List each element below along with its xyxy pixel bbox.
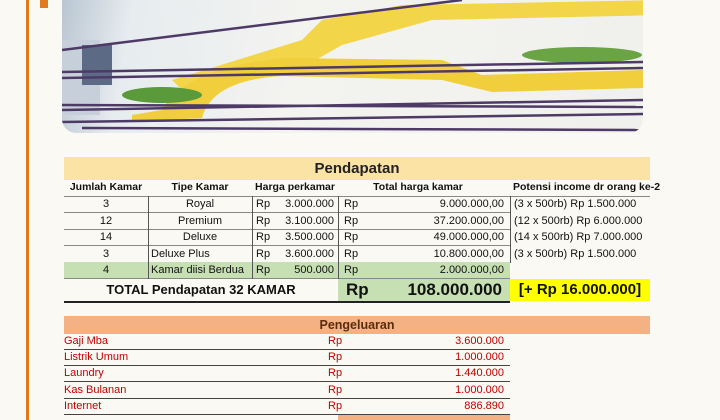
expense-value: 1.000.000 [455,351,504,364]
currency: Rp [328,351,343,364]
currency: Rp [256,231,271,243]
qty: 3 [102,198,110,210]
currency: Rp [328,383,343,396]
divider [510,196,511,263]
expense-row: Kas Bulanan Rp 1.000.000 [64,383,510,399]
accent-line [26,0,29,420]
currency: Rp [344,198,359,210]
qty: 12 [99,214,113,227]
room-type: Premium [177,214,222,227]
expense-label: Listrik Umum [64,351,129,364]
col-potensi: Potensi income dr orang ke-2 [513,181,661,193]
total: 10.800.000,00 [433,247,504,260]
total: 49.000.000,00 [433,231,504,243]
expense-label: Internet [64,399,102,412]
potensi-income: (12 x 500rb) Rp 6.000.000 [514,214,643,227]
total-value-box: Rp 108.000.000 [338,279,510,301]
pendapatan-title: Pendapatan [64,157,650,180]
currency: Rp [344,264,359,276]
potensi-income: (3 x 500rb) Rp 1.500.000 [514,198,637,210]
expense-row: Listrik Umum Rp 1.000.000 [64,350,510,367]
col-total-harga: Total harga kamar [373,181,463,193]
price: 3.600.000 [285,247,334,260]
expense-value: 1.000.000 [455,383,504,396]
divider [148,196,149,279]
currency: Rp [328,335,343,347]
divider [64,196,650,197]
room-type: Deluxe [182,231,218,243]
qty: 3 [102,247,110,260]
table-row: 14 Deluxe Rp 3.500.000 Rp 49.000.000,00 [64,229,510,246]
accent-square [40,0,48,8]
expense-row: Internet Rp 886.890 [64,399,510,415]
expense-total-box [338,415,510,420]
total-currency: Rp [346,280,369,299]
col-tipe-kamar: Tipe Kamar [171,181,229,193]
qty: 14 [99,231,113,243]
currency: Rp [328,367,343,380]
currency: Rp [344,214,359,227]
bonus-income: [+ Rp 16.000.000] [510,279,650,301]
total: 9.000.000,00 [439,198,504,210]
room-type: Kamar diisi Berdua [151,264,244,276]
qty: 4 [102,264,110,276]
total: 2.000.000,00 [439,264,504,276]
expense-label: Kas Bulanan [64,383,127,396]
total-value: 108.000.000 [407,280,502,299]
currency: Rp [344,231,359,243]
room-type: Royal [185,198,215,210]
building-photo [62,0,643,133]
expense-row: Laundry Rp 1.440.000 [64,366,510,383]
table-row: 12 Premium Rp 3.100.000 Rp 37.200.000,00 [64,213,510,230]
expense-label: Laundry [64,367,104,380]
price: 3.000.000 [285,198,334,210]
room-type: Deluxe Plus [151,247,210,260]
col-harga-perkamar: Harga perkamar [255,181,335,193]
total-label: TOTAL Pendapatan 32 KAMAR [106,282,296,297]
currency: Rp [256,198,271,210]
divider [338,196,339,279]
total: 37.200.000,00 [433,214,504,227]
currency: Rp [256,264,271,276]
expense-value: 3.600.000 [455,335,504,347]
expense-label: Gaji Mba [64,335,109,347]
currency: Rp [256,247,271,260]
currency: Rp [328,399,343,412]
currency: Rp [256,214,271,227]
potensi-income: (3 x 500rb) Rp 1.500.000 [514,247,637,260]
expense-row: Gaji Mba Rp 3.600.000 [64,334,510,350]
table-row: 4 Kamar diisi Berdua Rp 500.000 Rp 2.000.000,… [64,262,510,279]
potensi-income: (14 x 500rb) Rp 7.000.000 [514,231,643,243]
price: 3.100.000 [285,214,334,227]
divider [252,196,253,279]
expense-value: 886.890 [464,399,504,412]
price: 500.000 [294,264,334,276]
table-row: 3 Deluxe Plus Rp 3.600.000 Rp 10.800.000,00 [64,246,510,263]
col-jumlah-kamar: Jumlah Kamar [69,181,143,193]
divider [64,301,510,303]
expense-value: 1.440.000 [455,367,504,380]
table-row: 3 Royal Rp 3.000.000 Rp 9.000.000,00 [64,196,510,213]
price: 3.500.000 [285,231,334,243]
pengeluaran-title: Pengeluaran [64,316,650,334]
currency: Rp [344,247,359,260]
